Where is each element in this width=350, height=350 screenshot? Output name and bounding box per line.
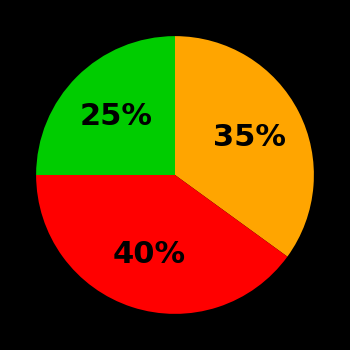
Wedge shape	[36, 175, 287, 314]
Text: 25%: 25%	[79, 102, 153, 131]
Text: 40%: 40%	[113, 240, 186, 269]
Wedge shape	[36, 36, 175, 175]
Wedge shape	[175, 36, 314, 257]
Text: 35%: 35%	[213, 122, 286, 152]
